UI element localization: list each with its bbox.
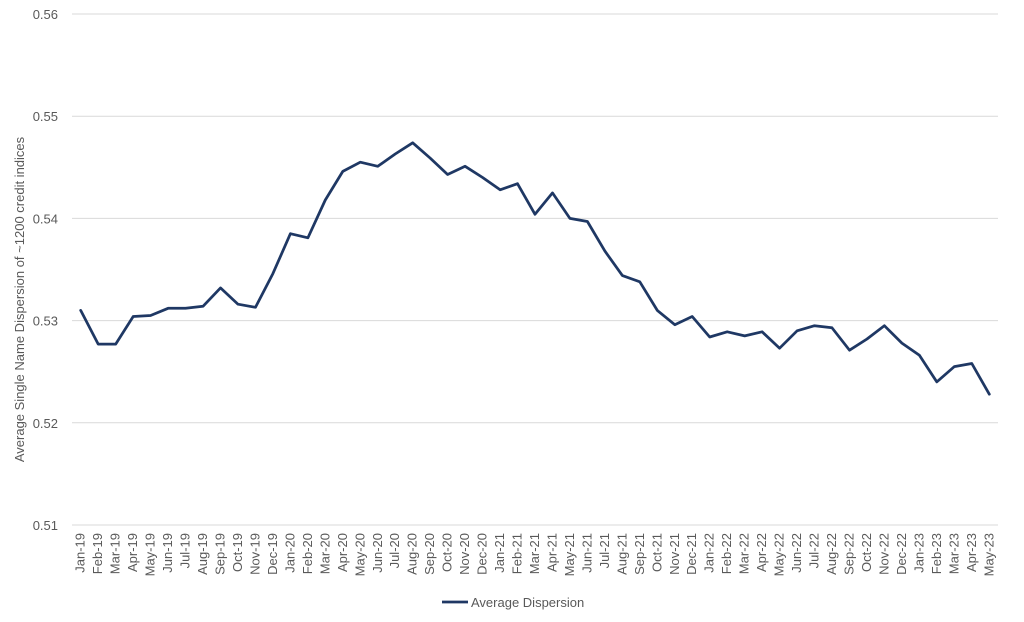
x-tick-label: Nov-21 bbox=[667, 533, 682, 575]
x-tick-label: Aug-19 bbox=[195, 533, 210, 575]
x-tick-label: May-22 bbox=[772, 533, 787, 576]
y-axis-tick-labels: 0.51 0.52 0.53 0.54 0.55 0.56 bbox=[33, 7, 58, 533]
x-tick-label: Jul-20 bbox=[387, 533, 402, 568]
x-tick-label: May-21 bbox=[562, 533, 577, 576]
x-tick-label: Mar-19 bbox=[108, 533, 123, 574]
x-tick-label: Aug-21 bbox=[614, 533, 629, 575]
x-tick-label: Mar-20 bbox=[317, 533, 332, 574]
x-tick-label: Apr-19 bbox=[125, 533, 140, 572]
x-tick-label: Apr-21 bbox=[544, 533, 559, 572]
series-group bbox=[79, 141, 991, 396]
x-tick-label: Oct-22 bbox=[859, 533, 874, 572]
x-tick-label: Jan-20 bbox=[282, 533, 297, 573]
x-axis-tick-labels: Jan-19 Feb-19 Mar-19 Apr-19 May-19 Jun-19 Jul-… bbox=[73, 533, 997, 576]
x-tick-label: Apr-22 bbox=[754, 533, 769, 572]
x-tick-label: Jun-21 bbox=[579, 533, 594, 573]
x-tick-label: Oct-19 bbox=[230, 533, 245, 572]
x-tick-label: Jun-20 bbox=[370, 533, 385, 573]
y-tick-label: 0.52 bbox=[33, 416, 58, 431]
y-tick-label: 0.55 bbox=[33, 109, 58, 124]
x-tick-label: Jan-23 bbox=[911, 533, 926, 573]
series-line-average-dispersion bbox=[79, 141, 991, 396]
x-tick-label: Sep-19 bbox=[213, 533, 228, 575]
x-tick-label: Mar-22 bbox=[737, 533, 752, 574]
x-tick-label: Sep-20 bbox=[422, 533, 437, 575]
x-tick-label: Sep-21 bbox=[632, 533, 647, 575]
x-tick-label: May-20 bbox=[352, 533, 367, 576]
y-tick-label: 0.51 bbox=[33, 518, 58, 533]
y-axis-label: Average Single Name Dispersion of ~1200 … bbox=[12, 136, 27, 462]
x-tick-label: May-19 bbox=[143, 533, 158, 576]
x-tick-label: Nov-20 bbox=[457, 533, 472, 575]
y-tick-label: 0.53 bbox=[33, 314, 58, 329]
x-tick-label: Nov-22 bbox=[876, 533, 891, 575]
x-tick-label: Jul-19 bbox=[178, 533, 193, 568]
x-tick-label: Dec-22 bbox=[894, 533, 909, 575]
x-tick-label: Feb-22 bbox=[719, 533, 734, 574]
x-tick-label: Apr-20 bbox=[335, 533, 350, 572]
x-tick-label: Jan-19 bbox=[73, 533, 88, 573]
x-tick-label: Jun-22 bbox=[789, 533, 804, 573]
x-tick-label: Mar-23 bbox=[946, 533, 961, 574]
y-tick-label: 0.56 bbox=[33, 7, 58, 22]
x-tick-label: Feb-21 bbox=[510, 533, 525, 574]
x-tick-label: Dec-20 bbox=[475, 533, 490, 575]
x-tick-label: Dec-21 bbox=[684, 533, 699, 575]
x-tick-label: Jul-21 bbox=[597, 533, 612, 568]
x-tick-label: Jul-22 bbox=[807, 533, 822, 568]
x-tick-label: Sep-22 bbox=[841, 533, 856, 575]
legend: Average Dispersion bbox=[442, 595, 584, 610]
x-tick-label: Mar-21 bbox=[527, 533, 542, 574]
x-tick-label: Aug-22 bbox=[824, 533, 839, 575]
x-tick-label: Feb-23 bbox=[929, 533, 944, 574]
x-tick-label: Aug-20 bbox=[405, 533, 420, 575]
x-tick-label: Dec-19 bbox=[265, 533, 280, 575]
x-tick-label: Jun-19 bbox=[160, 533, 175, 573]
x-tick-label: Apr-23 bbox=[964, 533, 979, 572]
x-tick-label: Oct-21 bbox=[649, 533, 664, 572]
legend-label-average-dispersion: Average Dispersion bbox=[471, 595, 584, 610]
x-tick-label: Jan-21 bbox=[492, 533, 507, 573]
x-tick-label: Feb-19 bbox=[90, 533, 105, 574]
x-tick-label: Feb-20 bbox=[300, 533, 315, 574]
y-tick-label: 0.54 bbox=[33, 211, 58, 226]
gridlines bbox=[72, 13, 998, 424]
x-tick-label: Jan-22 bbox=[702, 533, 717, 573]
x-tick-label: May-23 bbox=[981, 533, 996, 576]
x-tick-label: Oct-20 bbox=[440, 533, 455, 572]
x-tick-label: Nov-19 bbox=[247, 533, 262, 575]
